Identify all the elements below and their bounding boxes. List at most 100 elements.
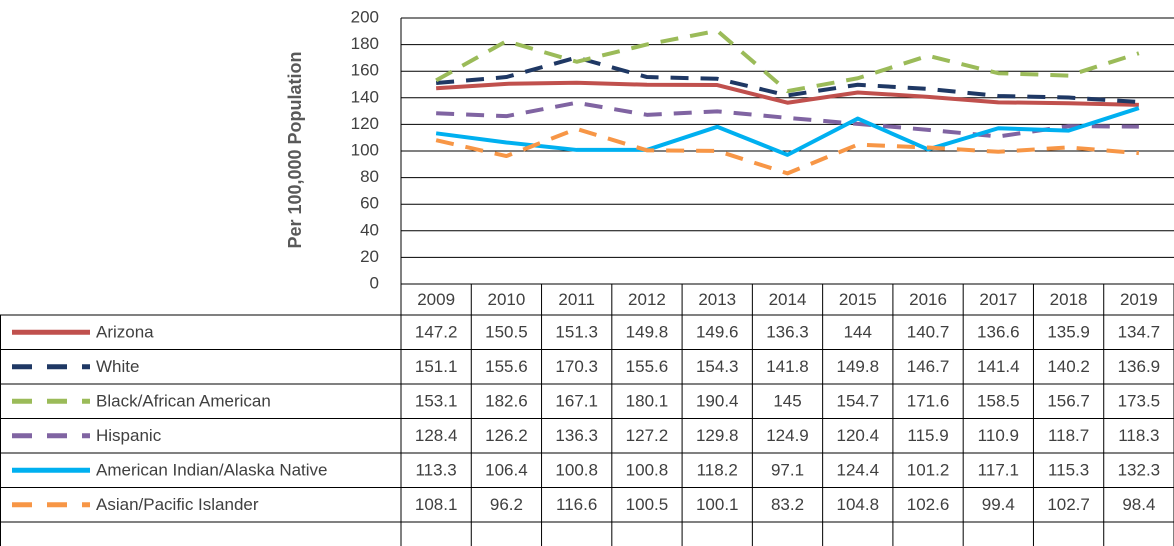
table-value: 154.3 <box>696 357 739 376</box>
table-value: 171.6 <box>907 392 950 411</box>
series-line <box>436 80 1139 107</box>
y-tick-label: 200 <box>351 7 379 26</box>
table-value: 127.2 <box>626 426 669 445</box>
x-tick-label: 2018 <box>1050 290 1088 309</box>
table-value: 99.4 <box>982 495 1015 514</box>
x-tick-label: 2015 <box>839 290 877 309</box>
series-line <box>435 55 1139 104</box>
table-value: 170.3 <box>555 357 598 376</box>
table-value: 124.4 <box>836 461 879 480</box>
x-tick-label: 2011 <box>558 290 595 309</box>
table-value: 190.4 <box>696 392 739 411</box>
x-tick-label: 2016 <box>909 290 947 309</box>
table-value: 128.4 <box>415 426 458 445</box>
series-line <box>435 106 1140 157</box>
table-value: 145 <box>773 392 801 411</box>
table-value: 97.1 <box>771 461 804 480</box>
table-value: 156.7 <box>1047 392 1090 411</box>
legend-label: White <box>96 357 139 376</box>
series-line <box>435 126 1140 176</box>
table-value: 136.3 <box>766 323 809 342</box>
table-value: 147.2 <box>415 323 458 342</box>
table-value: 100.1 <box>696 495 739 514</box>
table-value: 108.1 <box>415 495 458 514</box>
y-tick-label: 60 <box>360 194 379 213</box>
table-value: 146.7 <box>907 357 950 376</box>
table-value: 106.4 <box>485 461 528 480</box>
table-value: 154.7 <box>836 392 879 411</box>
table-value: 150.5 <box>485 323 528 342</box>
table-value: 100.5 <box>626 495 669 514</box>
table-value: 132.3 <box>1118 461 1161 480</box>
x-tick-label: 2017 <box>979 290 1017 309</box>
y-axis-label: Per 100,000 Population <box>285 51 305 248</box>
legend-label: American Indian/Alaska Native <box>96 461 328 480</box>
table-value: 134.7 <box>1118 323 1161 342</box>
legend-label: Black/African American <box>96 392 271 411</box>
y-tick-label: 0 <box>370 273 379 292</box>
table-value: 135.9 <box>1047 323 1090 342</box>
table-value: 149.8 <box>626 323 669 342</box>
table-value: 155.6 <box>485 357 528 376</box>
table-value: 149.8 <box>836 357 879 376</box>
x-tick-label: 2019 <box>1120 290 1158 309</box>
table-value: 136.3 <box>555 426 598 445</box>
table-value: 115.3 <box>1048 461 1089 480</box>
y-tick-label: 40 <box>360 220 379 239</box>
y-tick-label: 120 <box>351 114 379 133</box>
table-value: 102.6 <box>907 495 950 514</box>
x-tick-label: 2014 <box>769 290 807 309</box>
table-value: 158.5 <box>977 392 1020 411</box>
legend-label: Asian/Pacific Islander <box>96 495 259 514</box>
table-value: 149.6 <box>696 323 739 342</box>
table-value: 151.1 <box>415 357 458 376</box>
table-value: 100.8 <box>626 461 669 480</box>
table-value: 115.9 <box>907 426 948 445</box>
table-value: 151.3 <box>555 323 598 342</box>
table-value: 126.2 <box>485 426 528 445</box>
table-value: 104.8 <box>836 495 879 514</box>
y-tick-label: 180 <box>351 34 379 53</box>
x-tick-label: 2010 <box>487 290 525 309</box>
table-value: 124.9 <box>766 426 809 445</box>
table-value: 153.1 <box>415 392 458 411</box>
table-value: 100.8 <box>555 461 598 480</box>
table-value: 140.2 <box>1047 357 1090 376</box>
table-value: 116.6 <box>556 495 597 514</box>
table-value: 117.1 <box>978 461 1019 480</box>
table-value: 102.7 <box>1047 495 1090 514</box>
table-value: 144 <box>844 323 872 342</box>
table-value: 182.6 <box>485 392 528 411</box>
table-value: 129.8 <box>696 426 739 445</box>
table-value: 96.2 <box>490 495 523 514</box>
x-tick-label: 2013 <box>698 290 736 309</box>
table-value: 118.2 <box>697 461 738 480</box>
x-tick-label: 2012 <box>628 290 666 309</box>
table-value: 113.3 <box>415 461 456 480</box>
y-tick-label: 80 <box>360 167 379 186</box>
table-value: 180.1 <box>626 392 669 411</box>
table-value: 136.9 <box>1118 357 1161 376</box>
y-tick-label: 20 <box>360 247 379 266</box>
table-value: 110.9 <box>978 426 1019 445</box>
legend-label: Arizona <box>96 323 154 342</box>
y-tick-label: 160 <box>351 61 379 80</box>
table-value: 120.4 <box>836 426 879 445</box>
table-value: 141.8 <box>766 357 809 376</box>
table-value: 136.6 <box>977 323 1020 342</box>
table-value: 155.6 <box>626 357 669 376</box>
table-value: 140.7 <box>907 323 950 342</box>
legend-label: Hispanic <box>96 426 162 445</box>
table-value: 98.4 <box>1122 495 1155 514</box>
series-line <box>435 28 1140 94</box>
table-value: 167.1 <box>555 392 598 411</box>
y-tick-label: 100 <box>351 140 379 159</box>
table-value: 173.5 <box>1118 392 1161 411</box>
table-value: 118.7 <box>1048 426 1089 445</box>
table-value: 83.2 <box>771 495 804 514</box>
x-tick-label: 2009 <box>417 290 455 309</box>
table-value: 141.4 <box>977 357 1020 376</box>
table-value: 118.3 <box>1118 426 1159 445</box>
table-value: 101.2 <box>907 461 950 480</box>
